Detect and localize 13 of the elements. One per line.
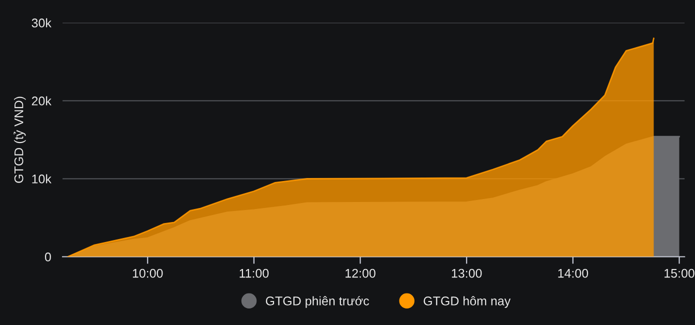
x-tick-label: 10:00: [132, 268, 163, 278]
legend-label: GTGD hôm nay: [424, 296, 511, 308]
y-tick-label: 0: [44, 252, 51, 262]
y-tick-label: 20k: [32, 96, 52, 106]
y-axis-title: GTGD (tỷ VND): [14, 96, 26, 183]
x-tick-label: 13:00: [452, 268, 482, 278]
x-tick-label: 11:00: [240, 268, 269, 278]
y-tick-label: 30k: [32, 18, 52, 28]
x-tick-label: 14:00: [558, 268, 588, 278]
x-tick-label: 12:00: [346, 268, 376, 278]
x-tick-label: 15:00: [664, 268, 694, 278]
legend-label: GTGD phiên trước: [266, 296, 370, 308]
y-tick-label: 10k: [32, 174, 52, 184]
